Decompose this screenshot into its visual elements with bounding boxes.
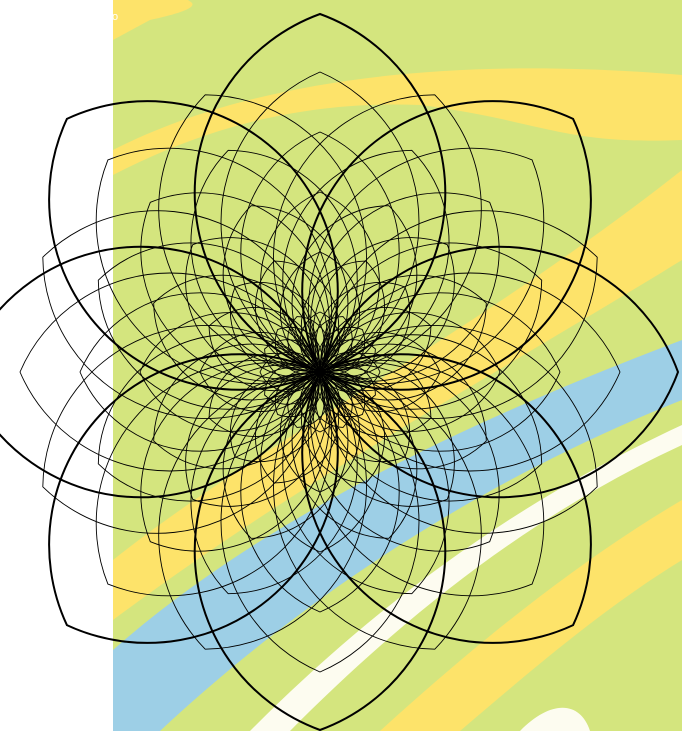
artwork: o bbox=[0, 0, 682, 731]
corner-label: o bbox=[112, 11, 118, 23]
page: o (() => { const data = JSON.parse(docum… bbox=[0, 0, 682, 731]
